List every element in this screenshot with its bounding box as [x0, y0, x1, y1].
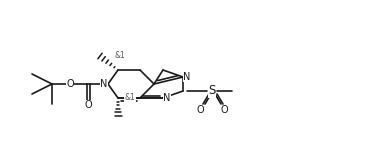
Text: O: O	[66, 79, 74, 89]
Text: N: N	[183, 72, 191, 82]
Text: N: N	[163, 93, 171, 103]
Text: &1: &1	[125, 94, 135, 102]
Text: O: O	[220, 105, 228, 115]
Text: O: O	[196, 105, 204, 115]
Text: O: O	[84, 100, 92, 110]
Text: &1: &1	[115, 52, 125, 60]
Text: S: S	[208, 85, 216, 97]
Text: N: N	[100, 79, 108, 89]
